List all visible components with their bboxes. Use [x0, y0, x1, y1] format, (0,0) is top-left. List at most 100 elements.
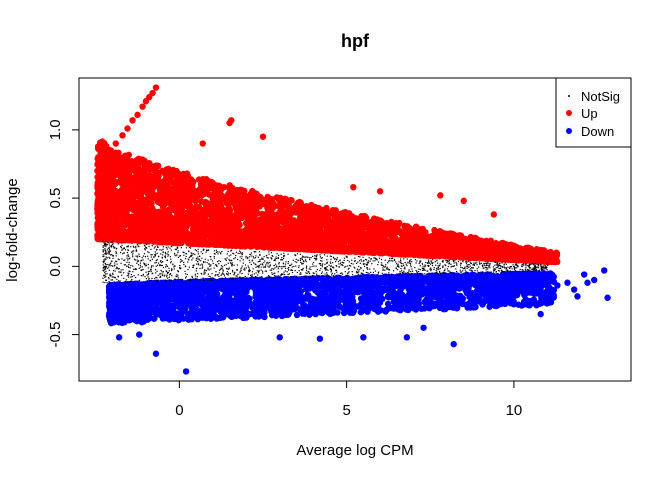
data-point-extreme — [228, 117, 235, 124]
data-point — [393, 227, 400, 235]
data-point — [466, 235, 473, 242]
data-point — [270, 234, 277, 242]
data-point — [202, 226, 210, 234]
data-point — [540, 247, 548, 254]
data-point — [282, 230, 289, 237]
data-point — [332, 247, 340, 255]
data-point — [97, 178, 104, 186]
data-point — [294, 229, 302, 236]
data-point — [110, 225, 118, 232]
data-point — [308, 201, 315, 209]
data-point — [101, 194, 108, 202]
data-point-extreme — [129, 117, 136, 124]
data-point — [384, 245, 391, 252]
data-point — [227, 224, 234, 231]
data-point — [113, 156, 121, 164]
data-point — [95, 198, 103, 206]
data-point — [235, 214, 243, 221]
data-point — [106, 213, 113, 220]
data-point — [158, 187, 166, 195]
data-point-extreme — [510, 242, 518, 250]
data-point — [130, 191, 137, 198]
data-point — [383, 237, 390, 244]
data-point — [367, 229, 374, 236]
data-point — [492, 241, 499, 249]
data-point — [298, 223, 305, 230]
data-point — [164, 239, 172, 246]
data-point — [417, 226, 424, 233]
data-point — [148, 181, 155, 188]
data-point — [203, 180, 210, 187]
data-point — [107, 181, 115, 189]
data-point — [247, 193, 255, 200]
data-point — [123, 152, 130, 159]
data-point — [135, 174, 143, 182]
data-point — [263, 201, 270, 209]
data-point — [123, 179, 131, 187]
data-point — [445, 253, 452, 260]
data-point — [139, 236, 146, 243]
data-point — [160, 230, 168, 237]
data-point-extreme — [437, 192, 444, 199]
data-point — [119, 172, 127, 180]
data-point — [323, 204, 330, 212]
data-point-extreme — [199, 140, 206, 147]
data-point — [285, 243, 292, 250]
data-point — [491, 250, 498, 258]
data-point — [99, 144, 106, 152]
data-point — [302, 211, 310, 218]
data-point — [264, 228, 272, 235]
data-point-extreme — [124, 125, 131, 132]
data-point — [108, 203, 115, 210]
data-point — [197, 181, 205, 188]
data-point — [319, 231, 326, 238]
data-point — [119, 201, 127, 208]
data-point — [292, 202, 299, 210]
data-point — [165, 165, 172, 173]
chart-title: hpf — [341, 31, 370, 51]
data-point — [133, 225, 140, 232]
data-point — [432, 248, 439, 255]
data-point — [147, 211, 155, 218]
data-point — [232, 242, 240, 250]
data-point — [150, 167, 158, 174]
data-point — [142, 204, 150, 211]
data-point — [128, 174, 136, 182]
data-point — [168, 218, 175, 225]
data-point — [139, 183, 147, 190]
data-point — [196, 218, 203, 225]
data-point — [225, 190, 232, 197]
data-point-extreme — [527, 249, 534, 256]
data-point — [266, 243, 273, 250]
data-point — [411, 230, 418, 238]
data-point — [521, 248, 529, 255]
data-point — [145, 166, 153, 173]
data-point-extreme — [550, 252, 558, 259]
data-point-extreme — [259, 133, 267, 140]
data-point — [138, 194, 145, 201]
data-point — [326, 227, 333, 234]
data-point — [320, 243, 328, 250]
data-point — [283, 220, 290, 228]
data-point — [181, 210, 189, 217]
data-point — [143, 225, 151, 232]
data-point — [185, 187, 192, 194]
data-point — [500, 240, 507, 247]
data-point-extreme — [139, 103, 146, 110]
data-point — [329, 218, 337, 225]
data-point — [212, 237, 219, 245]
points-layer — [94, 84, 611, 375]
data-point — [115, 166, 123, 174]
data-point — [192, 191, 200, 198]
data-point — [158, 196, 165, 203]
data-point — [335, 242, 342, 249]
data-point — [402, 239, 410, 247]
data-point — [294, 245, 301, 252]
data-point — [455, 245, 462, 252]
data-point-extreme — [119, 132, 126, 139]
data-point — [163, 171, 170, 178]
data-point — [256, 198, 263, 206]
data-point — [330, 234, 337, 241]
data-point — [184, 172, 192, 179]
